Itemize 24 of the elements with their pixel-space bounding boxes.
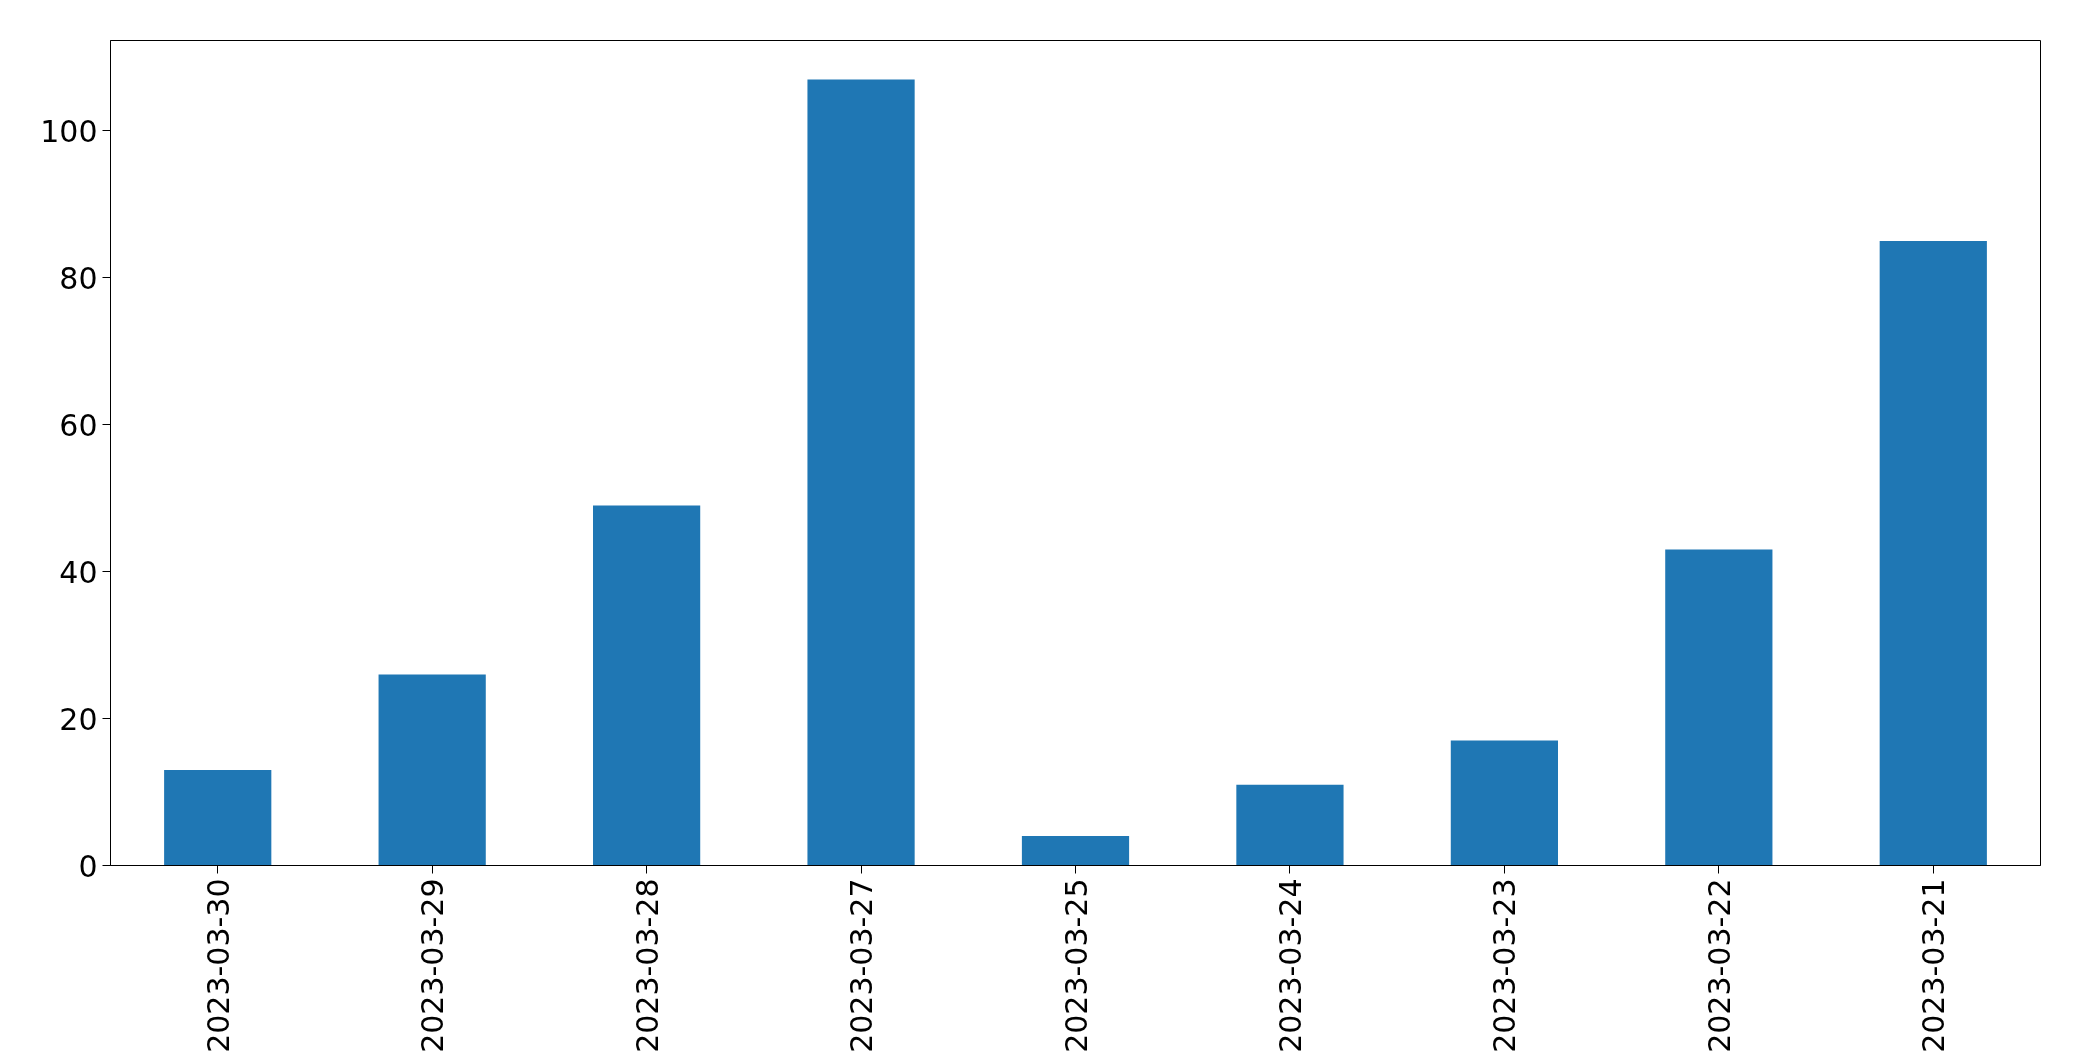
x-tick-label: 2023-03-25	[1058, 878, 1094, 1053]
y-tick-label: 100	[40, 113, 98, 149]
bar	[1236, 784, 1344, 866]
x-tick-label: 2023-03-29	[415, 878, 451, 1053]
y-tick-label: 20	[59, 701, 98, 737]
bar	[378, 674, 486, 866]
bar	[1879, 241, 1987, 866]
bar	[164, 770, 272, 866]
x-tick-label: 2023-03-27	[844, 878, 880, 1053]
bar	[593, 505, 701, 866]
x-tick-label: 2023-03-23	[1487, 878, 1523, 1053]
x-tick-label: 2023-03-28	[629, 878, 665, 1053]
x-tick-label: 2023-03-22	[1701, 878, 1737, 1053]
bar	[1450, 740, 1558, 866]
bar	[807, 79, 915, 866]
x-tick-label: 2023-03-24	[1272, 878, 1308, 1053]
bar	[1665, 549, 1773, 866]
x-tick-label: 2023-03-30	[200, 878, 236, 1053]
bar	[1021, 836, 1130, 866]
y-tick-label: 0	[78, 848, 98, 884]
x-tick-label: 2023-03-21	[1916, 878, 1952, 1053]
y-tick-label: 80	[59, 260, 98, 296]
y-tick-label: 60	[59, 407, 98, 443]
y-tick-label: 40	[59, 554, 98, 590]
